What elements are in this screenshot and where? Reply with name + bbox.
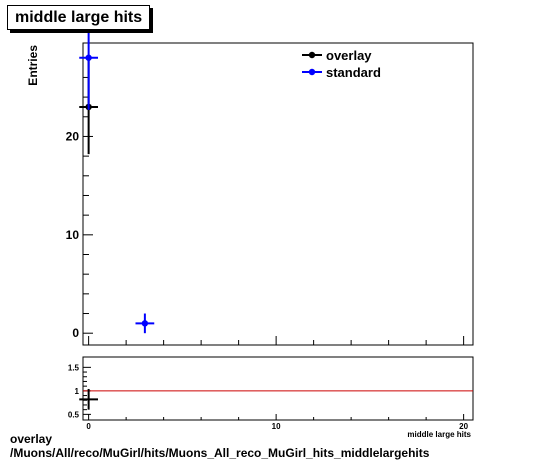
caption-line-1: overlay: [10, 432, 53, 446]
data-point: [141, 320, 149, 327]
y-tick-label: 10: [66, 228, 80, 242]
x-tick-label: 0: [86, 422, 91, 431]
main-plot: 0 10 20 Entries overlay standard: [26, 5, 474, 346]
legend-label: overlay: [326, 48, 372, 63]
legend-marker: [308, 51, 316, 59]
y-tick-label: 0: [72, 326, 79, 340]
ratio-plot: 0 10 20 0.5 1 1.5 middle large hits: [68, 356, 474, 439]
legend-marker: [308, 68, 316, 76]
x-tick-label: 10: [272, 422, 281, 431]
caption: overlay /Muons/All/reco/MuGirl/hits/Muon…: [10, 432, 429, 460]
ratio-y-tick-label: 0.5: [68, 410, 80, 419]
legend-label: standard: [326, 65, 381, 80]
y-tick-label: 20: [66, 129, 80, 143]
data-point: [85, 54, 92, 61]
plot-frame: [82, 42, 474, 346]
ratio-y-tick-label: 1: [75, 387, 80, 396]
ratio-y-tick-label: 1.5: [68, 363, 80, 372]
y-axis-label: Entries: [26, 45, 40, 86]
chart-title: middle large hits: [7, 5, 151, 30]
x-axis-label: middle large hits: [407, 430, 471, 439]
x-tick-label: 20: [459, 422, 468, 431]
caption-line-2: /Muons/All/reco/MuGirl/hits/Muons_All_re…: [10, 446, 430, 460]
ratio-frame: [82, 356, 474, 421]
